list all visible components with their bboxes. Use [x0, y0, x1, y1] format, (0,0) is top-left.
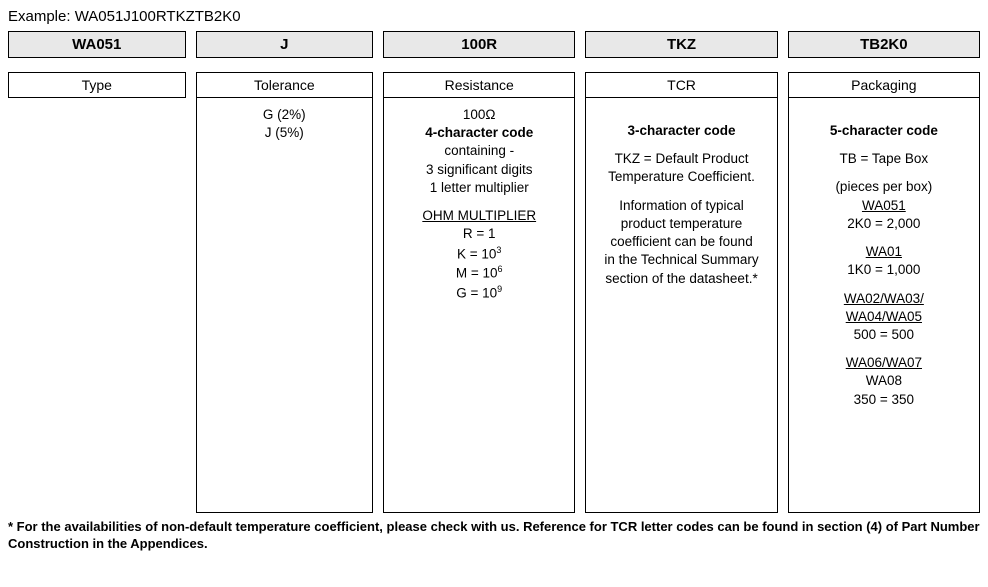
body-packaging: 5-character code TB = Tape Box (pieces p… [788, 98, 980, 513]
tcr-info5: section of the datasheet.* [590, 270, 772, 288]
resistance-desc2: 3 significant digits [388, 161, 570, 179]
label-tolerance: Tolerance [196, 72, 374, 98]
mult-k: K = 103 [388, 244, 570, 264]
pkg-ppb: (pieces per box) [793, 178, 975, 196]
columns-container: WA051 Type J Tolerance G (2%) J (5%) 100… [8, 31, 980, 513]
mult-r: R = 1 [388, 225, 570, 243]
tolerance-j: J (5%) [201, 124, 369, 142]
pkg-g4-val: 350 = 350 [793, 391, 975, 409]
column-packaging: TB2K0 Packaging 5-character code TB = Ta… [788, 31, 980, 513]
resistance-code-title: 4-character code [388, 124, 570, 142]
body-tcr: 3-character code TKZ = Default Product T… [585, 98, 777, 513]
pkg-g2-val: 1K0 = 1,000 [793, 261, 975, 279]
pkg-g1-val: 2K0 = 2,000 [793, 215, 975, 233]
header-type: WA051 [8, 31, 186, 58]
label-tcr: TCR [585, 72, 777, 98]
column-tolerance: J Tolerance G (2%) J (5%) [196, 31, 374, 513]
tcr-code-title: 3-character code [590, 122, 772, 140]
tcr-info3: coefficient can be found [590, 233, 772, 251]
header-tolerance: J [196, 31, 374, 58]
pkg-g2-name: WA01 [793, 243, 975, 261]
pkg-tb: TB = Tape Box [793, 150, 975, 168]
example-text: Example: WA051J100RTKZTB2K0 [8, 8, 980, 25]
body-tolerance: G (2%) J (5%) [196, 98, 374, 513]
resistance-desc3: 1 letter multiplier [388, 179, 570, 197]
tcr-line2: Temperature Coefficient. [590, 168, 772, 186]
footnote: * For the availabilities of non-default … [8, 519, 980, 553]
mult-g: G = 109 [388, 283, 570, 303]
pkg-code-title: 5-character code [793, 122, 975, 140]
column-resistance: 100R Resistance 100Ω 4-character code co… [383, 31, 575, 513]
resistance-desc1: containing - [388, 142, 570, 160]
label-resistance: Resistance [383, 72, 575, 98]
ohm-multiplier-title: OHM MULTIPLIER [388, 207, 570, 225]
column-type: WA051 Type [8, 31, 186, 513]
pkg-g1-name: WA051 [793, 197, 975, 215]
tcr-info1: Information of typical [590, 197, 772, 215]
tcr-info2: product temperature [590, 215, 772, 233]
column-tcr: TKZ TCR 3-character code TKZ = Default P… [585, 31, 777, 513]
resistance-value: 100Ω [388, 106, 570, 124]
header-tcr: TKZ [585, 31, 777, 58]
pkg-g3-val: 500 = 500 [793, 326, 975, 344]
label-type: Type [8, 72, 186, 98]
pkg-g3-name2: WA04/WA05 [793, 308, 975, 326]
pkg-g4-name1: WA06/WA07 [793, 354, 975, 372]
tcr-info4: in the Technical Summary [590, 251, 772, 269]
pkg-g4-name2: WA08 [793, 372, 975, 390]
pkg-g3-name1: WA02/WA03/ [793, 290, 975, 308]
header-resistance: 100R [383, 31, 575, 58]
tcr-line1: TKZ = Default Product [590, 150, 772, 168]
tolerance-g: G (2%) [201, 106, 369, 124]
body-resistance: 100Ω 4-character code containing - 3 sig… [383, 98, 575, 513]
header-packaging: TB2K0 [788, 31, 980, 58]
label-packaging: Packaging [788, 72, 980, 98]
mult-m: M = 106 [388, 263, 570, 283]
